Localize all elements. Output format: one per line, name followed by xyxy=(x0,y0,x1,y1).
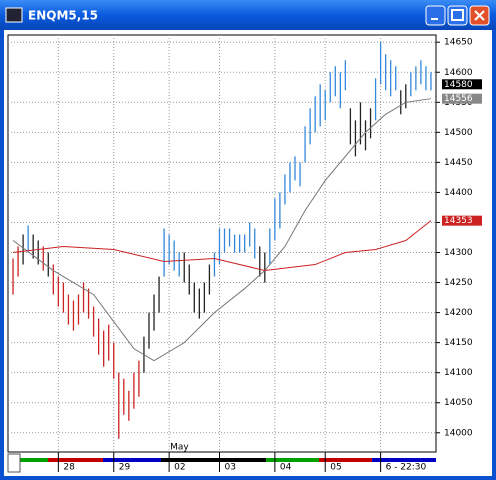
maximize-button[interactable] xyxy=(447,5,468,26)
y-tick-label: 14200 xyxy=(444,308,473,318)
y-tick-label: 14050 xyxy=(444,398,473,408)
x-tick-label: 29 xyxy=(119,463,131,473)
close-icon xyxy=(474,10,485,21)
y-tick-label: 14000 xyxy=(444,428,473,438)
y-tick-label: 14250 xyxy=(444,278,473,288)
price-label-box xyxy=(442,79,482,90)
y-tick-label: 14150 xyxy=(444,338,473,348)
x-tick-label: 03 xyxy=(224,463,235,473)
session-strip xyxy=(213,458,266,462)
price-label-box xyxy=(442,93,482,104)
session-strip xyxy=(8,458,48,462)
y-tick-label: 14400 xyxy=(444,188,473,198)
moving-average xyxy=(12,220,432,272)
scroll-box[interactable] xyxy=(7,453,21,473)
plot-border xyxy=(7,34,437,453)
maximize-icon xyxy=(451,9,464,21)
session-strip xyxy=(266,458,319,462)
annotation: May xyxy=(170,443,189,453)
x-tick-label: 05 xyxy=(330,463,341,473)
window-title: ENQM5,15 xyxy=(28,9,98,23)
y-tick-label: 14450 xyxy=(444,158,473,168)
price-label: 14353 xyxy=(444,216,473,226)
title-bar xyxy=(0,0,496,30)
x-tick-label: 28 xyxy=(63,463,75,473)
minimize-button[interactable] xyxy=(425,5,446,26)
y-tick-label: 14100 xyxy=(444,368,473,378)
app-icon xyxy=(5,7,23,23)
x-tick-label: 6 - 22:30 xyxy=(386,463,427,473)
price-label: 14556 xyxy=(444,94,473,104)
y-tick-label: 14650 xyxy=(444,38,473,48)
x-tick-label: 04 xyxy=(280,463,292,473)
session-strip xyxy=(372,458,436,462)
price-label-box xyxy=(442,215,482,226)
y-tick-label: 14300 xyxy=(444,248,473,258)
session-strip xyxy=(319,458,372,462)
y-tick-label: 14600 xyxy=(444,68,473,78)
price-label: 14580 xyxy=(444,80,473,90)
session-strip xyxy=(161,458,213,462)
y-tick-label: 14500 xyxy=(444,128,473,138)
x-tick-label: 02 xyxy=(174,463,185,473)
session-strip xyxy=(48,458,103,462)
session-strip xyxy=(103,458,161,462)
